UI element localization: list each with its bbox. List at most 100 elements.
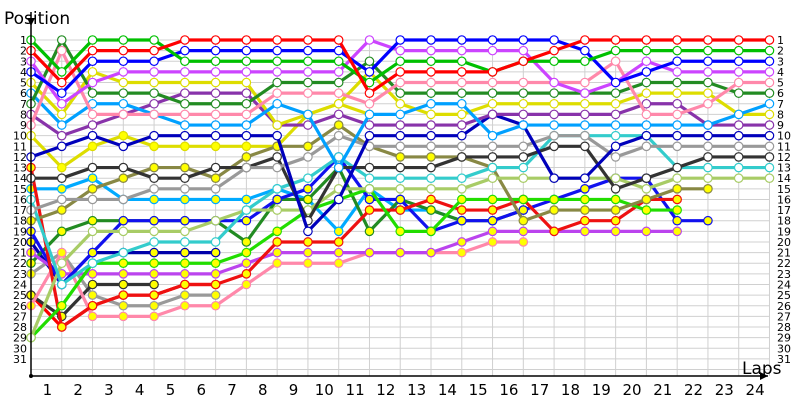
data-point-marker [456, 152, 467, 162]
data-point-marker [56, 322, 67, 332]
data-point-marker [87, 184, 98, 194]
data-point-marker [518, 237, 529, 247]
data-point-marker [118, 77, 129, 88]
data-point-marker [395, 184, 406, 194]
y-tick-label: 6 [20, 87, 27, 100]
data-point-marker [333, 88, 344, 98]
data-point-marker [456, 98, 467, 109]
data-point-marker [364, 67, 375, 77]
data-point-marker [364, 88, 375, 98]
data-point-marker [456, 67, 467, 77]
data-point-marker [56, 194, 67, 205]
y-tick-label: 26 [777, 300, 791, 313]
y-tick-label: 6 [777, 87, 784, 100]
data-point-marker [56, 77, 67, 88]
data-point-marker [56, 130, 67, 141]
data-point-marker [672, 141, 682, 152]
data-point-marker [610, 130, 621, 141]
data-point-marker [272, 35, 282, 45]
data-point-marker [733, 173, 744, 183]
y-tick-label: 13 [13, 162, 27, 175]
data-point-marker [487, 141, 498, 152]
data-point-marker [487, 88, 498, 98]
y-tick-label: 10 [13, 130, 27, 143]
data-point-marker [487, 109, 498, 120]
data-point-marker [703, 152, 713, 162]
y-tick-label: 4 [20, 66, 27, 79]
data-point-marker [118, 258, 129, 269]
data-point-marker [456, 88, 467, 98]
y-tick-labels-right: 1234567891011121314151617181920212223242… [777, 34, 791, 366]
data-point-marker [333, 109, 344, 120]
data-point-marker [180, 194, 190, 205]
data-point-marker [764, 109, 775, 120]
data-point-marker [456, 215, 467, 226]
data-point-marker [241, 269, 252, 279]
data-point-marker [210, 88, 221, 98]
x-axis-title: Laps [742, 359, 782, 379]
data-point-marker [764, 173, 775, 183]
data-point-marker [672, 184, 682, 194]
data-point-marker [426, 56, 436, 67]
y-tick-label: 12 [777, 151, 791, 164]
data-point-marker [764, 56, 775, 67]
data-point-marker [87, 141, 98, 152]
data-point-marker [210, 258, 221, 269]
data-point-marker [56, 35, 67, 45]
data-point-marker [303, 152, 313, 162]
y-tick-label: 17 [13, 204, 27, 217]
y-tick-label: 7 [777, 98, 784, 111]
data-point-marker [395, 247, 406, 258]
data-point-marker [580, 173, 590, 183]
x-tick-label: 15 [469, 381, 488, 399]
data-point-marker [118, 162, 129, 173]
data-point-marker [672, 98, 682, 109]
data-point-marker [303, 194, 313, 205]
data-point-marker [672, 130, 682, 141]
data-point-marker [580, 215, 590, 226]
series-yellow [26, 67, 775, 130]
data-point-marker [241, 67, 252, 77]
y-tick-label: 11 [777, 140, 791, 153]
data-point-marker [426, 173, 436, 183]
y-tick-label: 25 [777, 289, 791, 302]
y-tick-label: 15 [777, 183, 791, 196]
data-point-marker [364, 205, 375, 215]
data-point-marker [456, 237, 467, 247]
series-blue [26, 35, 775, 98]
data-point-marker [487, 77, 498, 88]
data-point-marker [703, 88, 713, 98]
data-point-marker [56, 226, 67, 237]
data-point-marker [333, 56, 344, 67]
data-point-marker [87, 311, 98, 322]
data-point-marker [149, 269, 159, 279]
data-point-marker [456, 173, 467, 183]
data-point-marker [149, 77, 159, 88]
data-point-marker [272, 205, 282, 215]
data-point-marker [303, 67, 313, 77]
y-tick-label: 9 [20, 119, 27, 132]
data-point-marker [549, 205, 559, 215]
data-point-marker [333, 98, 344, 109]
data-point-marker [333, 194, 344, 205]
data-point-marker [303, 56, 313, 67]
data-point-marker [118, 226, 129, 237]
data-point-marker [395, 109, 406, 120]
y-tick-label: 30 [13, 342, 27, 355]
data-point-marker [456, 205, 467, 215]
data-point-marker [180, 77, 190, 88]
data-point-marker [210, 194, 221, 205]
data-point-marker [487, 152, 498, 162]
data-point-marker [703, 67, 713, 77]
series-violet2 [26, 226, 682, 279]
y-tick-label: 29 [13, 332, 27, 345]
x-tick-label: 9 [289, 381, 299, 399]
series-lightgreen [26, 173, 775, 343]
data-point-marker [241, 162, 252, 173]
data-point-marker [241, 194, 252, 205]
x-tick-label: 5 [166, 381, 176, 399]
data-point-marker [303, 120, 313, 130]
data-point-marker [672, 226, 682, 237]
data-point-marker [610, 120, 621, 130]
data-point-marker [180, 300, 190, 311]
